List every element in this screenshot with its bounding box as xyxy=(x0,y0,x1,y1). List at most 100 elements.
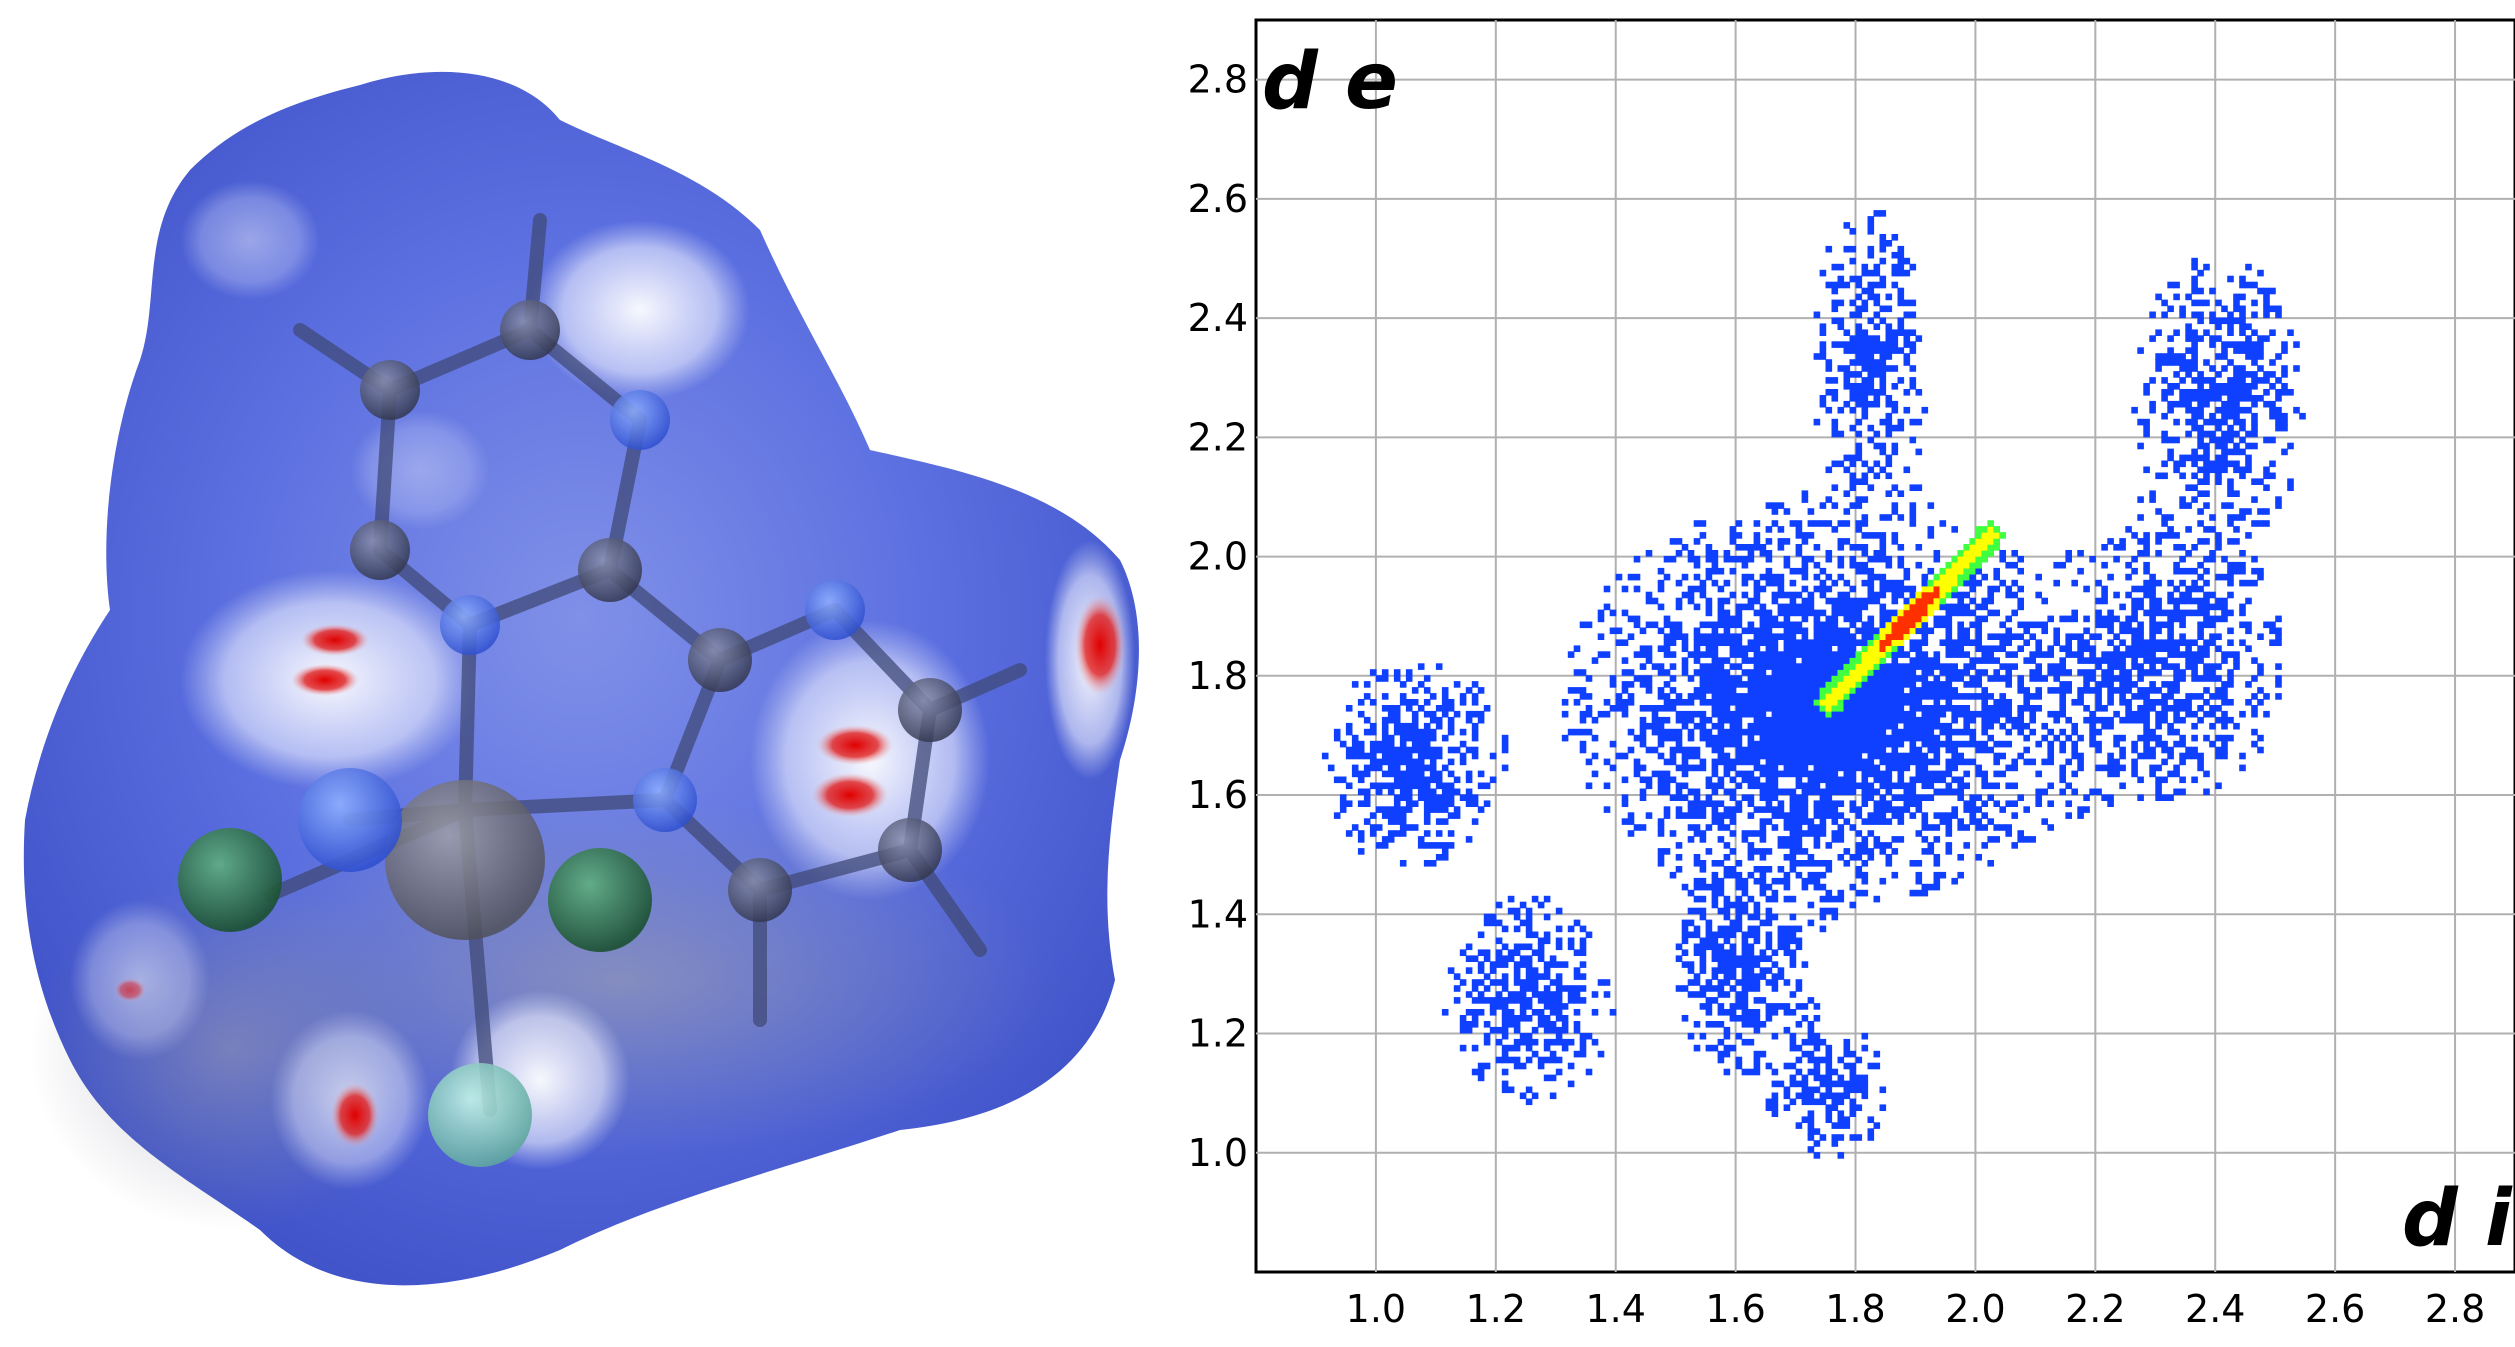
heat-cell xyxy=(1705,740,1713,748)
heat-cell xyxy=(2161,758,2168,766)
heat-cell xyxy=(2101,621,2108,629)
heat-cell xyxy=(2071,722,2078,730)
heat-cell xyxy=(1789,740,1797,748)
heat-cell xyxy=(1879,734,1887,742)
heat-cell xyxy=(1849,275,1857,283)
heat-cell xyxy=(1777,758,1785,766)
heat-cell xyxy=(1807,818,1815,825)
heat-cell xyxy=(1513,943,1521,951)
heat-cell xyxy=(2155,687,2162,694)
contact-spot xyxy=(331,1083,379,1147)
heat-cell xyxy=(1807,657,1815,664)
heat-cell xyxy=(1759,1050,1767,1058)
heat-cell xyxy=(1831,395,1839,402)
heat-cell xyxy=(1495,997,1503,1004)
heat-cell xyxy=(2011,663,2018,670)
heat-cell xyxy=(1711,758,1719,766)
heat-cell xyxy=(1897,770,1905,778)
heat-cell xyxy=(1693,573,1701,581)
heat-cell xyxy=(1501,1068,1509,1076)
heat-cell xyxy=(1447,758,1455,766)
heat-cell xyxy=(1867,746,1875,754)
heat-cell xyxy=(1819,1080,1827,1088)
heat-cell xyxy=(1699,967,1707,974)
heat-cell xyxy=(1915,597,1923,605)
heat-cell xyxy=(1873,705,1881,712)
heat-cell xyxy=(1771,722,1779,730)
heat-cell xyxy=(1753,597,1761,605)
heat-cell xyxy=(1825,597,1833,605)
heat-cell xyxy=(1801,705,1809,712)
heat-cell xyxy=(1993,532,2000,539)
heat-cell xyxy=(1843,222,1851,229)
heat-cell xyxy=(1903,716,1911,724)
heat-cell xyxy=(2233,514,2240,521)
heat-cell xyxy=(1879,234,1887,241)
heat-cell xyxy=(2275,663,2282,670)
heat-cell xyxy=(2191,651,2198,658)
heat-cell xyxy=(2035,800,2042,807)
heat-cell xyxy=(2095,746,2102,754)
heat-cell xyxy=(1855,746,1863,754)
heat-cell xyxy=(1699,830,1707,837)
heat-cell xyxy=(2179,400,2186,408)
heat-cell xyxy=(1771,633,1779,640)
y-tick-label: 2.6 xyxy=(1190,177,1248,221)
heat-cell xyxy=(1903,609,1911,617)
heat-cell xyxy=(1405,675,1413,682)
heat-cell xyxy=(1441,693,1449,700)
heat-cell xyxy=(1789,1098,1797,1106)
heat-cell xyxy=(2221,400,2228,408)
heat-cell xyxy=(1783,740,1791,748)
heat-cell xyxy=(2269,287,2276,295)
heat-cell xyxy=(1747,770,1755,778)
heat-cell xyxy=(1825,633,1833,640)
heat-cell xyxy=(2005,675,2012,682)
heat-cell xyxy=(1927,740,1935,748)
heat-cell xyxy=(1885,454,1893,462)
heat-cell xyxy=(2191,746,2198,754)
heat-cell xyxy=(1915,722,1923,730)
heat-cell xyxy=(1549,1074,1557,1082)
heat-cell xyxy=(1873,299,1881,307)
heat-cell xyxy=(1855,705,1863,712)
heat-cell xyxy=(1879,317,1887,325)
heat-cell xyxy=(1783,1092,1791,1100)
heat-cell xyxy=(1753,609,1761,617)
heat-cell xyxy=(2155,365,2162,372)
heat-cell xyxy=(1735,806,1743,813)
heat-cell xyxy=(2251,555,2258,563)
heat-cell xyxy=(2137,627,2144,635)
heat-cell xyxy=(1837,889,1845,897)
heat-cell xyxy=(1861,412,1869,420)
heat-cell xyxy=(2155,794,2162,801)
heat-cell xyxy=(1801,728,1809,736)
heat-cell xyxy=(1855,812,1863,819)
heat-cell xyxy=(2047,687,2054,694)
heat-cell xyxy=(1855,281,1863,289)
heat-cell xyxy=(1783,645,1791,652)
heat-cell xyxy=(2101,716,2108,724)
heat-cell xyxy=(1711,734,1719,742)
heat-cell xyxy=(1693,824,1701,831)
heat-cell xyxy=(2113,663,2120,670)
heat-cell xyxy=(1393,800,1401,807)
heat-cell xyxy=(1513,991,1521,998)
heat-cell xyxy=(1993,538,2000,545)
heat-cell xyxy=(1723,824,1731,831)
heat-cell xyxy=(1981,693,1988,700)
heat-cell xyxy=(1699,520,1707,527)
heat-cell xyxy=(1531,985,1539,992)
heat-cell xyxy=(1555,907,1563,915)
heat-cell xyxy=(2161,639,2168,646)
heat-cell xyxy=(1843,341,1851,348)
heat-cell xyxy=(1933,812,1941,819)
heat-cell xyxy=(2227,377,2234,384)
heat-cell xyxy=(1729,973,1737,980)
heat-cell xyxy=(1795,764,1803,772)
heat-cell xyxy=(2233,412,2240,420)
heat-cell xyxy=(1945,699,1953,706)
heat-cell xyxy=(1975,818,1982,825)
heat-cell xyxy=(2101,591,2108,599)
heat-cell xyxy=(2203,687,2210,694)
